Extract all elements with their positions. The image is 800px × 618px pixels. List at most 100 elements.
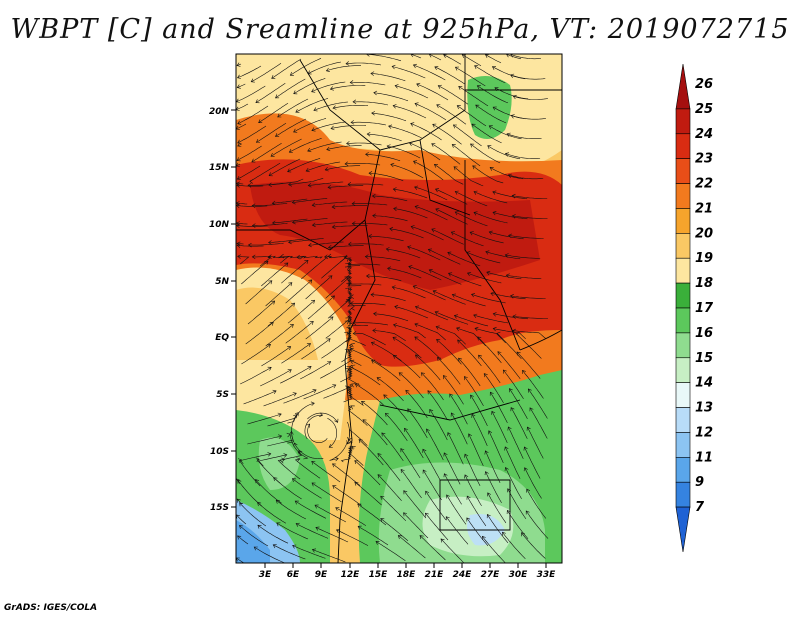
colorbar-swatch — [675, 233, 691, 259]
streamline-arrowhead — [345, 61, 350, 66]
streamline — [341, 343, 353, 363]
streamline-arrowhead — [294, 500, 299, 505]
streamline — [415, 306, 449, 321]
streamline-arrowhead — [344, 331, 349, 336]
streamline-arrowhead — [250, 78, 255, 83]
streamline — [347, 183, 384, 186]
colorbar-swatch — [675, 432, 691, 458]
streamline-arrowhead — [451, 293, 456, 298]
streamline-arrowhead — [458, 357, 463, 362]
streamline — [321, 337, 351, 359]
streamline-arrowhead — [324, 254, 328, 259]
colorbar-label: 19 — [695, 251, 713, 266]
streamline-arrowhead — [407, 408, 412, 413]
streamline — [464, 453, 481, 487]
streamline — [275, 118, 307, 137]
streamline-arrowhead — [372, 328, 377, 333]
streamline — [236, 205, 268, 207]
streamline-arrowhead — [419, 535, 424, 540]
streamline — [435, 188, 468, 205]
streamline — [483, 373, 504, 404]
streamline — [474, 65, 506, 84]
streamline-arrowhead — [291, 302, 296, 307]
streamline — [387, 145, 421, 159]
streamline-arrowhead — [328, 275, 333, 280]
streamline-arrowhead — [291, 200, 296, 205]
streamline — [261, 262, 289, 287]
streamline-arrowhead — [481, 535, 486, 540]
streamline — [487, 145, 521, 160]
streamline-arrowhead — [327, 361, 332, 365]
streamline-arrowhead — [487, 145, 492, 150]
streamline — [494, 87, 529, 100]
streamline — [326, 145, 362, 150]
streamline-arrowhead — [351, 445, 356, 450]
streamline — [454, 315, 489, 327]
streamline — [456, 327, 486, 347]
streamline — [376, 377, 404, 402]
streamline — [471, 414, 488, 447]
streamline — [344, 163, 381, 166]
streamline-arrowhead — [292, 544, 297, 549]
streamline-arrowhead — [446, 494, 450, 499]
streamline — [276, 522, 309, 540]
streamline — [444, 473, 462, 505]
streamline — [348, 349, 362, 366]
colorbar-swatch — [675, 63, 691, 110]
streamline — [447, 252, 481, 267]
streamline-arrowhead — [507, 173, 512, 178]
streamline — [393, 188, 428, 199]
streamline — [268, 178, 304, 186]
streamline — [251, 62, 282, 83]
streamline-arrowhead — [437, 84, 442, 89]
streamline — [311, 121, 347, 131]
streamline — [236, 103, 249, 111]
streamline-arrowhead — [255, 457, 260, 463]
streamline-arrowhead — [351, 201, 356, 206]
streamline — [271, 58, 302, 79]
streamline — [285, 279, 313, 304]
lat-tick-5n: 5N — [215, 277, 229, 287]
colorbar-swatch — [675, 307, 691, 334]
map-title: WBPT [C] and Sreamline at 925hPa, VT: 20… — [10, 14, 790, 45]
streamline-arrowhead — [311, 299, 316, 304]
streamline — [422, 469, 442, 501]
streamline — [347, 320, 368, 327]
streamline-arrowhead — [365, 273, 370, 279]
streamline — [505, 254, 541, 259]
streamline-arrowhead — [385, 412, 389, 417]
streamline — [373, 313, 409, 322]
streamline-arrowhead — [346, 282, 351, 287]
streamline — [404, 428, 424, 459]
streamline — [490, 292, 526, 300]
streamline — [478, 354, 501, 384]
streamline-arrowhead — [502, 369, 507, 374]
streamline-arrowhead — [236, 175, 241, 180]
streamline-arrowhead — [257, 502, 262, 507]
streamline — [236, 123, 247, 130]
streamline-arrowhead — [414, 354, 420, 359]
colorbar-label: 15 — [695, 351, 713, 366]
streamline-arrowhead — [456, 105, 461, 110]
streamline-arrowhead — [497, 351, 502, 356]
streamline-arrowhead — [408, 141, 414, 146]
streamline — [516, 351, 541, 379]
streamline-arrowhead — [470, 293, 476, 298]
streamline — [236, 163, 241, 167]
streamline — [510, 54, 542, 60]
streamline-arrowhead — [268, 280, 273, 285]
streamline-arrowhead — [368, 171, 373, 176]
streamline-arrowhead — [344, 320, 349, 325]
streamline-arrowhead — [388, 124, 393, 129]
streamline — [257, 524, 289, 544]
streamline-arrowhead — [371, 193, 376, 199]
colorbar: 26 25 24 23 22 21 20 19 18 17 16 15 14 13 12 11 9 7 — [675, 63, 714, 553]
streamline-arrowhead — [271, 220, 276, 226]
streamline — [367, 133, 402, 142]
streamline-arrowhead — [289, 323, 294, 328]
streamline-arrowhead — [422, 469, 427, 474]
streamline — [368, 172, 404, 182]
streamline — [281, 343, 311, 364]
streamline — [265, 282, 293, 307]
sw-light-green — [258, 437, 300, 490]
